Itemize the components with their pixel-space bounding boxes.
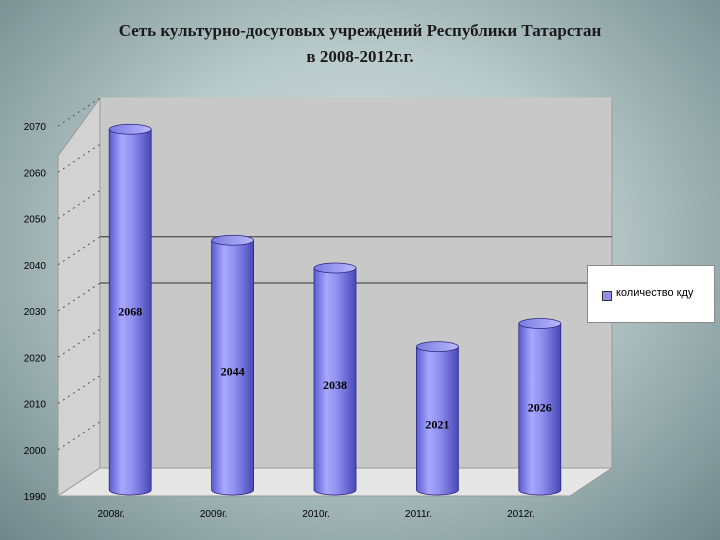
bar: 2021 (415, 341, 459, 496)
y-tick-label: 2050 (24, 215, 47, 226)
bar-top (415, 341, 459, 353)
y-tick-label: 2070 (24, 122, 47, 133)
y-tick-label: 2010 (24, 400, 47, 411)
data-label: 2021 (425, 418, 449, 432)
data-label: 2038 (323, 378, 347, 392)
y-tick-label: 1990 (24, 492, 47, 503)
grid-line-side (57, 97, 101, 127)
bar-top (108, 123, 152, 135)
bar-body (313, 267, 357, 496)
bars: 2068 2044 2038 2021 2026 (108, 123, 562, 496)
chart-subtitle: в 2008-2012г.г. (306, 47, 414, 66)
bar-top (313, 262, 357, 274)
bar-top (211, 234, 255, 246)
x-category-label: 2012г. (507, 509, 534, 520)
bar-body (211, 239, 254, 496)
legend-label: количество кду (616, 287, 694, 299)
chart-title: Сеть культурно-досуговых учреждений Респ… (0, 18, 720, 70)
grid-line-side (57, 421, 101, 451)
x-category-label: 2011г. (405, 509, 432, 520)
x-category-label: 2009г. (200, 509, 227, 520)
y-tick-label: 2040 (24, 261, 47, 272)
data-label: 2026 (528, 401, 552, 415)
bar-body (108, 128, 152, 496)
grid-line-side (57, 190, 101, 219)
x-category-label: 2010г. (302, 509, 329, 520)
y-tick-label: 2030 (24, 307, 47, 318)
grid-line-side (57, 328, 101, 358)
grid-line-side (57, 375, 101, 404)
data-label: 2044 (221, 364, 245, 378)
x-category-label: 2008г. (97, 509, 124, 520)
grid-line-side (57, 143, 101, 173)
bar: 2044 (211, 234, 255, 496)
grid-line-side (57, 282, 101, 312)
data-label: 2068 (118, 304, 142, 318)
bar-body (518, 323, 562, 496)
bar: 2038 (313, 262, 357, 496)
bar: 2068 (108, 123, 152, 496)
y-tick-label: 2000 (24, 446, 47, 457)
chart-title-line1: Сеть культурно-досуговых учреждений Респ… (118, 21, 602, 40)
legend: количество кду (587, 265, 715, 323)
x-axis-categories: 2008г. 2009г. 2010г. 2011г. 2012г. (97, 509, 534, 520)
y-tick-label: 2060 (24, 168, 47, 179)
y-tick-label: 2020 (24, 353, 47, 364)
legend-swatch (602, 291, 612, 301)
bar: 2026 (518, 318, 562, 496)
grid-line-side (57, 236, 101, 266)
bar-body (416, 346, 459, 496)
y-axis-ticks: 1990 2000 2010 2020 2030 2040 2050 2060 2070 (24, 122, 47, 503)
bar-top (518, 318, 562, 329)
